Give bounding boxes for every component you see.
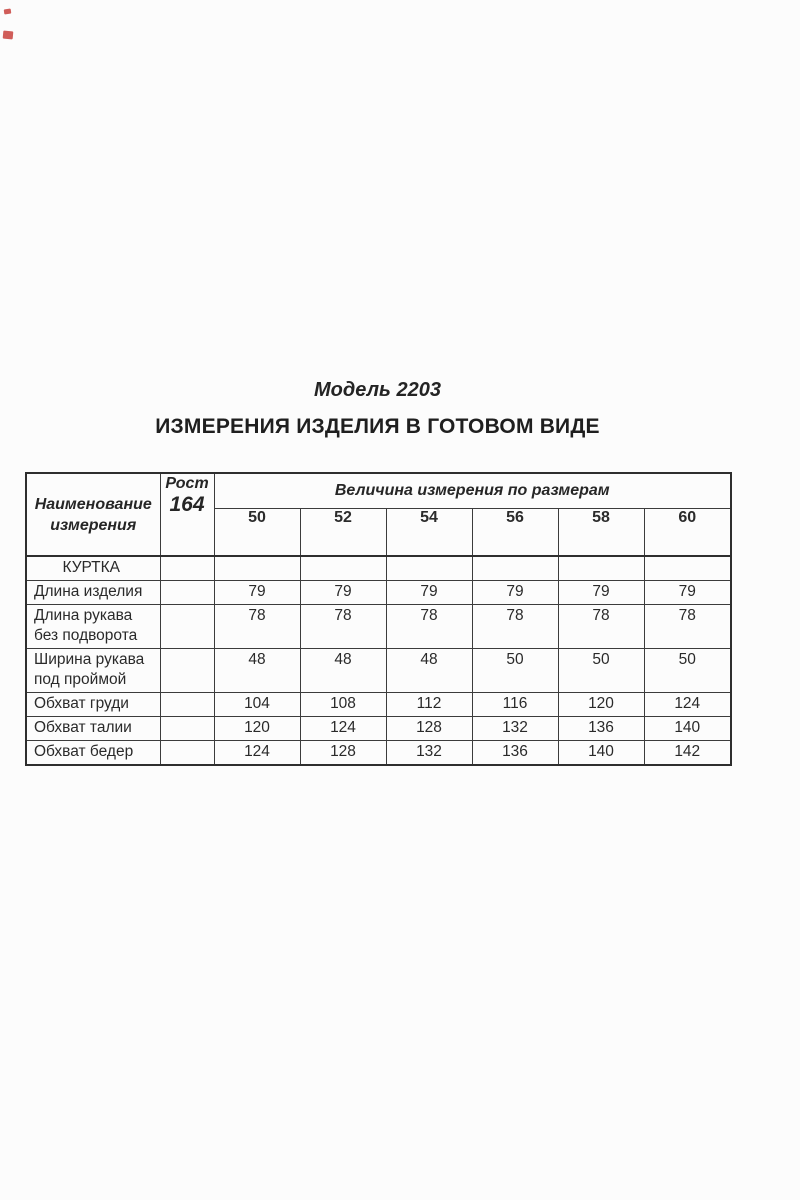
value-cell: 128 [299,740,387,766]
value-cell: 124 [643,692,732,717]
value-cell [471,555,559,581]
row-label: Ширина рукава под проймой [25,648,161,693]
table-row: Длина рукава без подворота 78 78 78 78 78 78 [25,604,732,649]
row-label: Обхват талии [25,716,161,741]
size-col-header: 52 [299,508,387,557]
value-cell: 132 [471,716,559,741]
header-row-top: Наименование измерения Рост 164 Величина… [25,472,732,557]
size-col-header: 60 [643,508,732,557]
value-cell: 50 [557,648,645,693]
height-cell-empty [159,716,215,741]
col-header-measurement-name: Наименование измерения [25,472,161,557]
header-row-sizes: 50 52 54 56 58 60 [26,508,732,557]
height-cell-empty [159,692,215,717]
height-cell-empty [159,740,215,766]
size-col-header: 50 [213,508,301,557]
value-cell: 120 [557,692,645,717]
col-header-sizes-group: Величина измерения по размерам [213,472,732,509]
value-cell: 136 [557,716,645,741]
value-cell: 48 [299,648,387,693]
value-cell: 112 [385,692,473,717]
value-cell: 140 [643,716,732,741]
height-cell-empty [159,604,215,649]
page-title: ИЗМЕРЕНИЯ ИЗДЕЛИЯ В ГОТОВОМ ВИДЕ [155,415,600,438]
table-row: Ширина рукава под проймой 48 48 48 50 50 50 [25,648,732,693]
value-cell: 48 [385,648,473,693]
value-cell: 48 [213,648,301,693]
value-cell: 136 [471,740,559,766]
value-cell: 120 [213,716,301,741]
value-cell: 140 [557,740,645,766]
value-cell: 78 [643,604,732,649]
value-cell: 124 [299,716,387,741]
row-label: Обхват бедер [25,740,161,766]
value-cell: 79 [557,580,645,605]
value-cell: 132 [385,740,473,766]
value-cell: 78 [385,604,473,649]
value-cell [385,555,473,581]
value-cell: 78 [471,604,559,649]
value-cell: 78 [299,604,387,649]
row-label: Обхват груди [25,692,161,717]
value-cell: 124 [213,740,301,766]
section-label: КУРТКА [25,555,161,581]
value-cell: 50 [471,648,559,693]
row-label: Длина рукава без подворота [25,604,161,649]
height-label: Рост [165,475,209,492]
size-col-header: 56 [471,508,559,557]
value-cell: 116 [471,692,559,717]
red-scan-artifact [2,30,14,40]
value-cell: 79 [643,580,732,605]
table-row: Длина изделия 79 79 79 79 79 79 [25,580,732,605]
value-cell: 128 [385,716,473,741]
value-cell [643,555,732,581]
value-cell: 79 [471,580,559,605]
table-row: Обхват талии 120 124 128 132 136 140 [25,716,732,741]
value-cell: 108 [299,692,387,717]
col-header-height: Рост 164 [159,472,215,557]
size-col-header: 58 [557,508,645,557]
value-cell: 79 [213,580,301,605]
value-cell: 50 [643,648,732,693]
height-cell-empty [159,555,215,581]
value-cell: 78 [213,604,301,649]
value-cell [557,555,645,581]
red-scan-artifact [3,8,12,15]
height-cell-empty [159,648,215,693]
model-title: Модель 2203 [314,379,441,401]
height-value: 164 [169,493,205,516]
value-cell: 104 [213,692,301,717]
size-col-header: 54 [385,508,473,557]
measurements-table: Наименование измерения Рост 164 Величина… [25,472,732,766]
value-cell: 79 [385,580,473,605]
table-row: Обхват груди 104 108 112 116 120 124 [25,692,732,717]
section-row: КУРТКА [25,555,732,581]
value-cell: 79 [299,580,387,605]
height-cell-empty [159,580,215,605]
value-cell: 142 [643,740,732,766]
table-row: Обхват бедер 124 128 132 136 140 142 [25,740,732,766]
value-cell: 78 [557,604,645,649]
row-label: Длина изделия [25,580,161,605]
value-cell [299,555,387,581]
value-cell [213,555,301,581]
